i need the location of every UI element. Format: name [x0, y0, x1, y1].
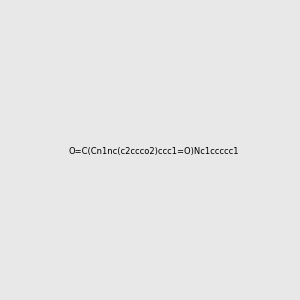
Text: O=C(Cn1nc(c2ccco2)ccc1=O)Nc1ccccc1: O=C(Cn1nc(c2ccco2)ccc1=O)Nc1ccccc1 — [68, 147, 239, 156]
